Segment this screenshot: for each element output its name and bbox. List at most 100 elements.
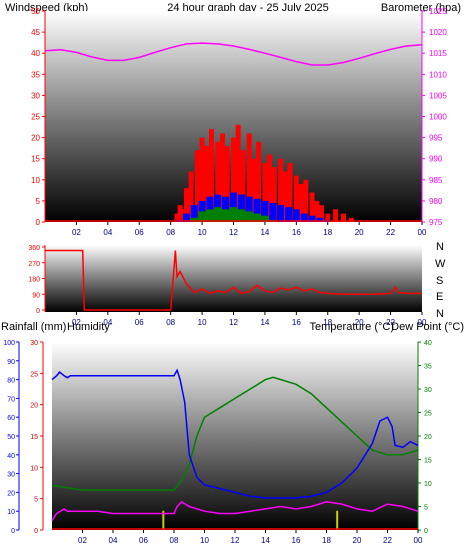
average-wind-bar (308, 215, 316, 222)
direction-x-tick-label: 10 (198, 318, 207, 327)
gust-bar (174, 213, 180, 222)
low-wind-bar (253, 213, 262, 222)
humidity-tick-label: 100 (3, 340, 15, 347)
low-wind-bar (245, 211, 254, 222)
gust-bar (256, 141, 262, 222)
temperature-tick-label: 40 (424, 340, 432, 347)
climate-x-tick-label: 02 (78, 536, 87, 545)
humidity-tick-label: 10 (7, 509, 15, 516)
barometer-tick-label: 990 (429, 155, 443, 164)
gust-bar (224, 146, 230, 222)
gust-bar (220, 133, 225, 222)
direction-x-tick-label: 04 (103, 318, 112, 327)
average-wind-bar (190, 205, 198, 222)
low-wind-bar (229, 207, 238, 222)
temperature-tick-label: 25 (424, 411, 432, 418)
average-wind-bar (277, 205, 285, 222)
rainfall-tick-label: 20 (30, 403, 38, 410)
humidity-axis-title: Humidity (67, 321, 110, 333)
rainfall-tick-label: 15 (30, 434, 38, 441)
barometer-tick-label: 980 (429, 197, 443, 206)
climate-x-tick-label: 06 (139, 536, 148, 545)
humidity-tick-label: 20 (7, 490, 15, 497)
low-wind-bar (221, 209, 230, 222)
humidity-tick-label: 50 (7, 434, 15, 441)
rainfall-tick-label: 25 (30, 371, 38, 378)
gust-bar (267, 154, 273, 222)
temperature-tick-label: 0 (424, 528, 428, 535)
low-wind-bar (260, 215, 269, 222)
gust-bar (325, 213, 331, 222)
compass-label-n-top: N (436, 241, 444, 253)
direction-x-tick-label: 20 (355, 318, 364, 327)
compass-label-w: W (435, 258, 446, 270)
climate-x-tick-label: 22 (383, 536, 392, 545)
climate-x-tick-label: 20 (353, 536, 362, 545)
rainfall-axis-title: Rainfall (mm) (1, 321, 66, 333)
climate-x-tick-label: 12 (231, 536, 240, 545)
gust-bar (240, 150, 246, 222)
temperature-tick-label: 10 (424, 481, 432, 488)
wind-x-tick-label: 16 (292, 228, 301, 237)
rainfall-tick-label: 5 (34, 497, 38, 504)
windspeed-tick-label: 10 (31, 176, 40, 185)
wind-x-tick-label: 14 (260, 228, 269, 237)
barometer-tick-label: 1025 (429, 7, 447, 16)
humidity-tick-label: 40 (7, 453, 15, 460)
windspeed-tick-label: 30 (31, 91, 40, 100)
wind-x-tick-label: 10 (198, 228, 207, 237)
wind-x-tick-label: 18 (323, 228, 332, 237)
climate-x-tick-label: 00 (414, 536, 423, 545)
low-wind-bar (213, 207, 222, 222)
windspeed-tick-label: 0 (36, 218, 41, 227)
gust-bar (231, 137, 236, 222)
gust-bar (177, 205, 183, 222)
compass-label-s: S (436, 275, 443, 287)
wind-x-tick-label: 00 (418, 228, 427, 237)
climate-panel-background (52, 342, 418, 530)
gust-bar (348, 217, 354, 222)
gust-bar (314, 200, 320, 222)
direction-x-tick-label: 22 (386, 318, 395, 327)
barometer-tick-label: 985 (429, 176, 443, 185)
gust-bar (341, 213, 346, 222)
gust-bar (204, 146, 210, 222)
average-wind-bar (292, 209, 300, 222)
wind-x-tick-label: 06 (135, 228, 144, 237)
gust-bar (278, 158, 284, 222)
humidity-tick-label: 0 (11, 528, 15, 535)
barometer-tick-label: 1000 (429, 113, 447, 122)
direction-x-tick-label: 00 (418, 318, 427, 327)
temperature-line (51, 376, 419, 491)
windspeed-tick-label: 25 (31, 113, 40, 122)
barometer-tick-label: 1020 (429, 28, 447, 37)
climate-x-tick-label: 08 (170, 536, 179, 545)
average-wind-bar (245, 196, 253, 222)
gust-bar (282, 171, 288, 222)
temperature-tick-label: 15 (424, 458, 432, 465)
direction-tick-label: 180 (28, 277, 40, 284)
compass-label-n-bottom: N (436, 308, 444, 320)
humidity-tick-label: 30 (7, 472, 15, 479)
average-wind-bar (253, 198, 261, 222)
average-wind-bar (300, 213, 308, 222)
rainfall-tick-label: 0 (34, 528, 38, 535)
windspeed-tick-label: 45 (31, 28, 40, 37)
temperature-tick-label: 35 (424, 364, 432, 371)
humidity-tick-label: 70 (7, 396, 15, 403)
barometer-tick-label: 975 (429, 218, 443, 227)
gust-bar (271, 167, 277, 222)
direction-x-tick-label: 12 (229, 318, 238, 327)
direction-tick-label: 360 (28, 245, 40, 252)
direction-x-tick-label: 06 (135, 318, 144, 327)
gust-bar (251, 158, 257, 222)
temperature-tick-label: 20 (424, 434, 432, 441)
direction-x-tick-label: 14 (260, 318, 269, 327)
average-wind-bar (182, 213, 190, 222)
climate-x-tick-label: 10 (200, 536, 209, 545)
windspeed-tick-label: 35 (31, 70, 40, 79)
gust-bar (209, 129, 214, 222)
wind-x-tick-label: 20 (355, 228, 364, 237)
gust-bar (183, 188, 189, 222)
gust-bar (309, 192, 315, 222)
